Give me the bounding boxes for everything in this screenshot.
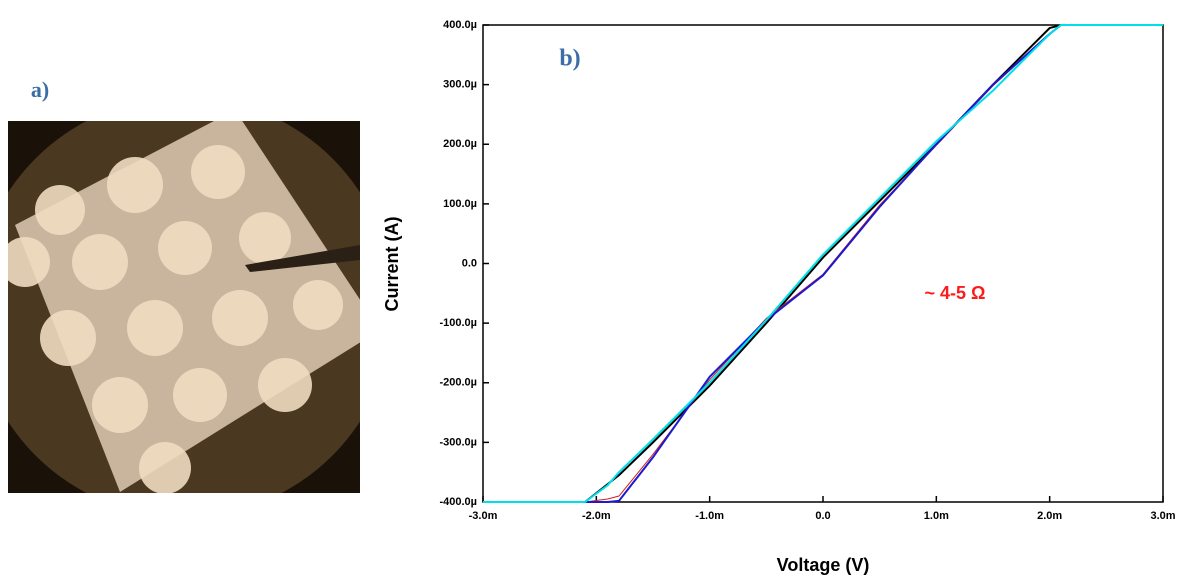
photo-label: a) — [31, 77, 49, 102]
x-tick-label: -3.0m — [469, 510, 498, 522]
x-tick-label: 1.0m — [924, 510, 949, 522]
y-axis-label: Current (A) — [382, 217, 402, 312]
annotation: ~ 4-5 Ω — [925, 283, 986, 303]
y-tick-label: 100.0µ — [443, 198, 477, 210]
y-tick-label: 400.0µ — [443, 19, 477, 31]
y-tick-label: -100.0µ — [439, 317, 477, 329]
y-tick-label: 0.0 — [462, 257, 477, 269]
x-tick-label: -2.0m — [582, 510, 611, 522]
series-line — [483, 24, 1163, 503]
y-tick-label: 200.0µ — [443, 138, 477, 150]
y-tick-label: -400.0µ — [439, 496, 477, 508]
y-tick-label: -300.0µ — [439, 436, 477, 448]
photo — [8, 121, 360, 493]
plot-frame — [482, 24, 1164, 503]
panel-label: b) — [559, 46, 580, 72]
x-axis-label: Voltage (V) — [777, 555, 870, 575]
x-tick-label: -1.0m — [695, 510, 724, 522]
y-tick-label: 300.0µ — [443, 79, 477, 91]
y-tick-label: -200.0µ — [439, 377, 477, 389]
series-line — [483, 24, 1163, 503]
x-tick-label: 3.0m — [1150, 510, 1175, 522]
series-line — [483, 24, 1163, 503]
series-line — [483, 24, 1163, 503]
x-tick-label: 2.0m — [1037, 510, 1062, 522]
x-tick-label: 0.0 — [815, 510, 830, 522]
